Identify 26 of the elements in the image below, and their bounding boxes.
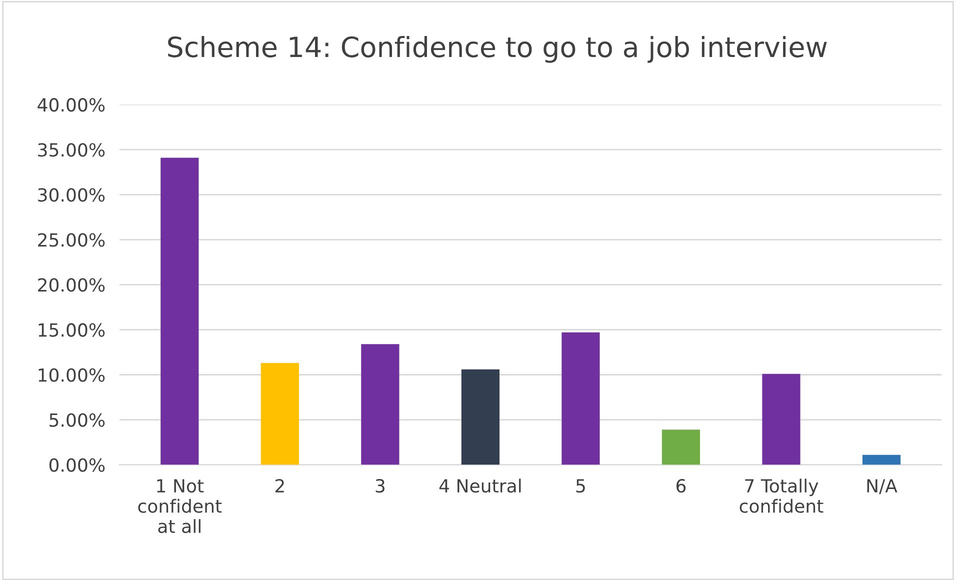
y-tick-label: 35.00%: [38, 143, 105, 157]
x-tick-label: 4 Neutral: [439, 478, 521, 493]
y-tick-label: 40.00%: [38, 98, 105, 112]
x-tick-label: 1 Not confident at all: [138, 479, 222, 534]
bar: [662, 430, 700, 465]
y-tick-label: 15.00%: [38, 323, 105, 337]
x-tick-label: 5: [576, 479, 585, 493]
bar: [862, 454, 901, 465]
y-tick-label: 10.00%: [38, 368, 105, 382]
bar: [461, 369, 500, 465]
y-tick-label: 25.00%: [38, 233, 105, 247]
bar: [562, 332, 600, 465]
x-tick-label: 2: [276, 479, 284, 492]
x-tick-label: 3: [376, 479, 384, 493]
x-tick-label: 7 Totally confident: [740, 478, 824, 513]
x-tick-label: 6: [676, 479, 686, 493]
bar: [260, 363, 299, 465]
y-tick-label: 0.00%: [49, 458, 105, 472]
y-tick-label: 30.00%: [38, 188, 105, 202]
bar: [762, 374, 800, 465]
y-tick-label: 20.00%: [38, 278, 105, 292]
bar: [361, 344, 400, 465]
y-tick-label: 5.00%: [50, 413, 105, 427]
x-tick-label: N/A: [867, 479, 898, 494]
bar: [160, 158, 199, 465]
chart-title: Scheme 14: Confidence to go to a job interview: [168, 36, 827, 63]
